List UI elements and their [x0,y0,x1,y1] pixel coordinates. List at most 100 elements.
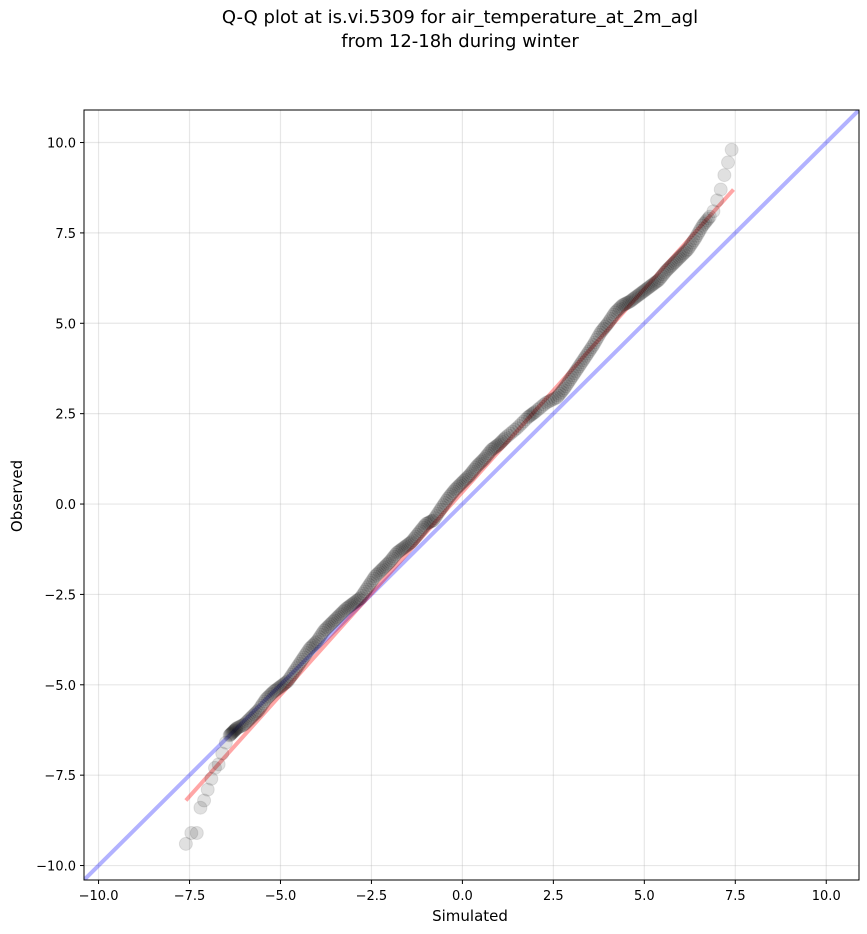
data-point [324,616,339,631]
data-point [582,344,597,359]
data-point [547,391,562,406]
data-point [480,448,495,463]
data-point [458,472,473,487]
x-tick-label: 10.0 [812,889,841,904]
data-point [656,267,671,282]
data-point [467,462,482,477]
data-point [641,280,656,295]
data-point [505,424,520,439]
data-point [456,473,471,488]
data-point [331,609,346,624]
data-point [446,484,461,499]
data-point [189,826,204,841]
data-point [394,542,409,557]
data-point [487,440,502,455]
data-point [573,357,588,372]
data-point [512,418,527,433]
data-point [223,726,238,741]
data-point [644,278,659,293]
data-point [315,625,330,640]
y-tick-label: 7.5 [55,227,76,242]
data-point [698,215,713,230]
x-tick-label: 2.5 [543,889,564,904]
data-point [334,606,349,621]
data-point [602,314,617,329]
data-point [566,368,581,383]
data-point [426,513,441,528]
data-point [673,249,688,264]
data-point [222,728,237,743]
data-point [523,408,538,423]
y-tick-label: 0.0 [55,498,76,513]
data-point [337,603,352,618]
data-point [481,446,496,461]
data-point [250,704,265,719]
data-point [260,690,275,705]
data-point [240,714,255,729]
data-point [530,403,545,418]
data-point [439,493,454,508]
data-point [555,383,570,398]
data-point [688,231,703,246]
data-point [478,450,493,465]
y-tick-label: 5.0 [55,317,76,332]
data-point [357,584,372,599]
data-point [590,330,605,345]
data-point [680,242,695,257]
data-point [359,582,374,597]
data-point [226,724,241,739]
y-tick-label: −10.0 [36,860,76,875]
data-point [468,460,483,475]
data-point [472,456,487,471]
data-point [697,216,711,231]
data-point [251,703,266,718]
data-point [664,258,679,273]
data-point [417,518,432,533]
data-point [691,226,706,241]
data-point [362,578,377,593]
data-point [631,288,646,303]
data-point [622,294,637,309]
data-point [543,393,558,408]
data-point [461,469,476,484]
data-point [493,435,508,450]
data-point [344,597,359,612]
data-point [465,464,480,479]
data-point [346,596,361,611]
data-point [702,209,717,224]
data-point [224,726,239,741]
data-point [654,269,669,284]
data-point [410,527,425,542]
data-point [350,593,365,608]
data-point [296,650,311,665]
data-point [184,826,199,841]
data-point [235,718,250,733]
data-point [618,296,633,311]
grid-lines [84,110,859,880]
data-point [225,725,240,740]
data-point [550,390,565,405]
data-point [516,414,531,429]
data-point [514,416,529,431]
data-point [286,665,301,680]
data-point [432,504,447,519]
data-point [568,364,583,379]
data-point [264,686,279,701]
data-point [663,259,678,274]
data-point [561,374,576,389]
data-point [634,285,649,300]
data-point [238,716,253,731]
data-point [234,719,249,733]
one-to-one-line [84,110,859,880]
data-point [494,434,509,449]
data-point [640,281,655,296]
data-point [534,399,549,414]
data-point [229,721,244,736]
data-point [290,658,305,673]
data-point [368,569,383,584]
data-point [541,394,556,409]
data-point [484,442,499,457]
data-point [215,746,230,761]
data-point [404,534,419,549]
